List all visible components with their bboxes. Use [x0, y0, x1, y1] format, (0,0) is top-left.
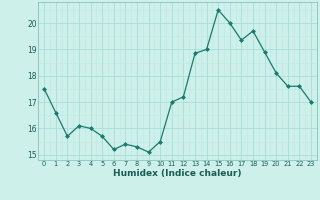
X-axis label: Humidex (Indice chaleur): Humidex (Indice chaleur): [113, 169, 242, 178]
